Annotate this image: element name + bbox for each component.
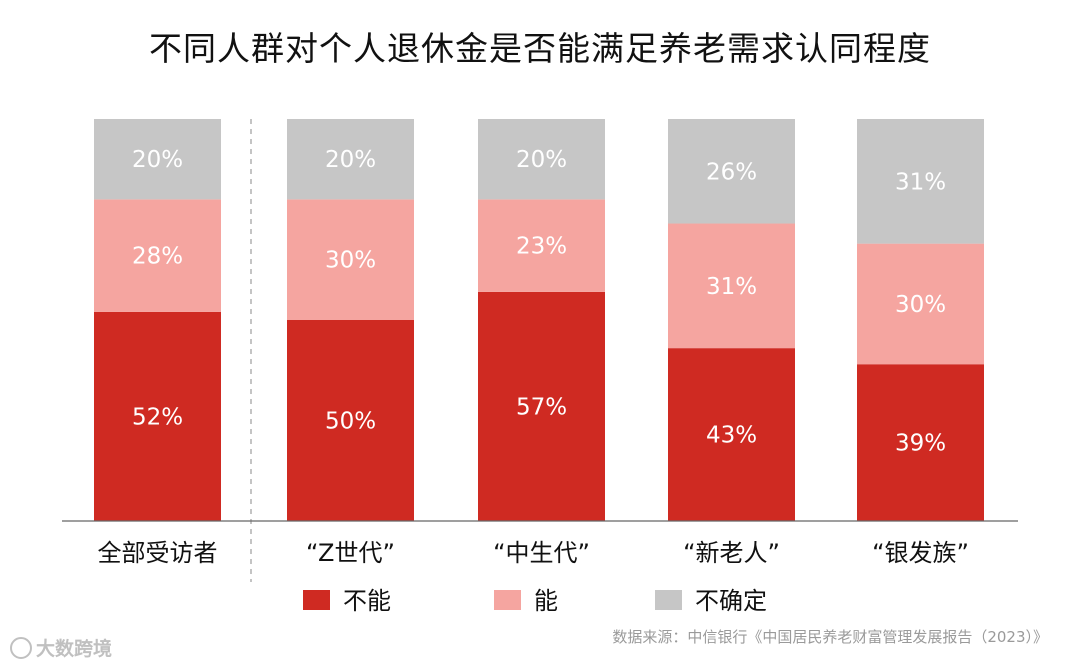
legend-swatch bbox=[494, 590, 521, 610]
bar-segment bbox=[478, 199, 605, 292]
data-label: 52% bbox=[132, 404, 183, 430]
data-label: 39% bbox=[895, 431, 946, 457]
category-label: “银发族” bbox=[872, 539, 969, 567]
data-label: 23% bbox=[516, 234, 567, 260]
watermark-logo-icon bbox=[10, 636, 32, 659]
watermark-text: 大数跨境 bbox=[36, 638, 113, 660]
bar-stack: 57% 23% 20% bbox=[478, 119, 605, 521]
data-label: 31% bbox=[895, 169, 946, 195]
bar-segment bbox=[478, 291, 605, 521]
bar-segment bbox=[668, 119, 795, 224]
data-label: 20% bbox=[516, 147, 567, 173]
bar-segment bbox=[478, 119, 605, 200]
bar-segment bbox=[668, 223, 795, 349]
data-label: 30% bbox=[325, 248, 376, 274]
data-source: 数据来源：中信银行《中国居民养老财富管理发展报告（2023）》 bbox=[612, 628, 1048, 646]
bar-stack: 39% 30% 31% bbox=[857, 119, 984, 521]
category-label: “新老人” bbox=[683, 539, 780, 567]
bar-segment bbox=[857, 243, 984, 365]
data-label: 57% bbox=[516, 394, 567, 420]
data-label: 20% bbox=[132, 147, 183, 173]
legend-label: 不确定 bbox=[695, 587, 767, 615]
data-label: 43% bbox=[706, 423, 757, 449]
bar-stack: 50% 30% 20% bbox=[287, 119, 414, 521]
bar-segment bbox=[287, 320, 414, 521]
legend-label: 能 bbox=[534, 587, 558, 615]
legend-swatch bbox=[303, 590, 330, 610]
category-label: “Z世代” bbox=[306, 539, 395, 567]
data-label: 20% bbox=[325, 147, 376, 173]
bar-segment bbox=[857, 364, 984, 521]
bar-segment bbox=[668, 348, 795, 521]
data-label: 30% bbox=[895, 292, 946, 318]
bar-segment bbox=[287, 199, 414, 320]
bar-stack: 43% 31% 26% bbox=[668, 119, 795, 521]
watermark: 大数跨境 bbox=[10, 634, 112, 661]
data-label: 50% bbox=[325, 409, 376, 435]
bar-segment bbox=[94, 119, 221, 200]
legend-label: 不能 bbox=[343, 587, 391, 615]
bar-segment bbox=[857, 119, 984, 244]
bar-segment bbox=[94, 311, 221, 521]
data-label: 31% bbox=[706, 274, 757, 300]
legend-swatch bbox=[655, 590, 682, 610]
data-label: 28% bbox=[132, 244, 183, 270]
bar-stack: 52% 28% 20% bbox=[94, 119, 221, 521]
category-label: “中生代” bbox=[493, 539, 590, 567]
bar-segment bbox=[287, 119, 414, 200]
bar-segment bbox=[94, 199, 221, 312]
chart-title: 不同人群对个人退休金是否能满足养老需求认同程度 bbox=[149, 29, 931, 68]
category-label: 全部受访者 bbox=[98, 539, 218, 567]
data-label: 26% bbox=[706, 159, 757, 185]
